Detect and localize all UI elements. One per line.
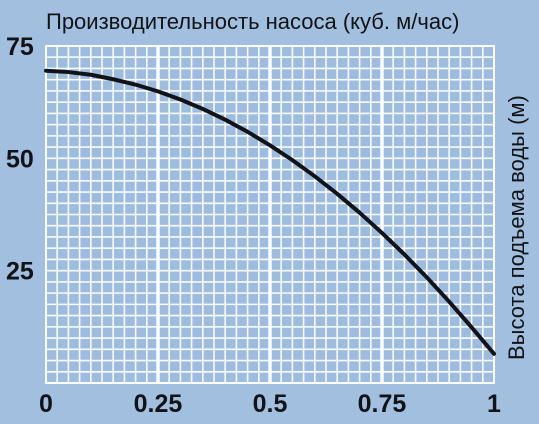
y-tick-label: 50 xyxy=(6,145,34,173)
x-tick-label: 0 xyxy=(39,390,53,418)
plot-frame xyxy=(45,45,495,384)
x-tick-labels: 0 0.25 0.5 0.75 1 xyxy=(39,390,501,418)
y-tick-label: 75 xyxy=(6,33,34,61)
x-tick-label: 0.5 xyxy=(253,390,288,418)
performance-curve xyxy=(44,68,496,356)
y-axis-label: Высота подъема воды (м) xyxy=(504,95,529,360)
y-tick-label: 25 xyxy=(6,258,34,286)
x-tick-label: 1 xyxy=(487,390,501,418)
grid xyxy=(46,46,494,383)
y-tick-labels: 25 50 75 xyxy=(6,33,34,286)
x-tick-label: 0.25 xyxy=(134,390,183,418)
chart-title: Производительность насоса (куб. м/час) xyxy=(46,9,459,34)
x-tick-label: 0.75 xyxy=(358,390,407,418)
